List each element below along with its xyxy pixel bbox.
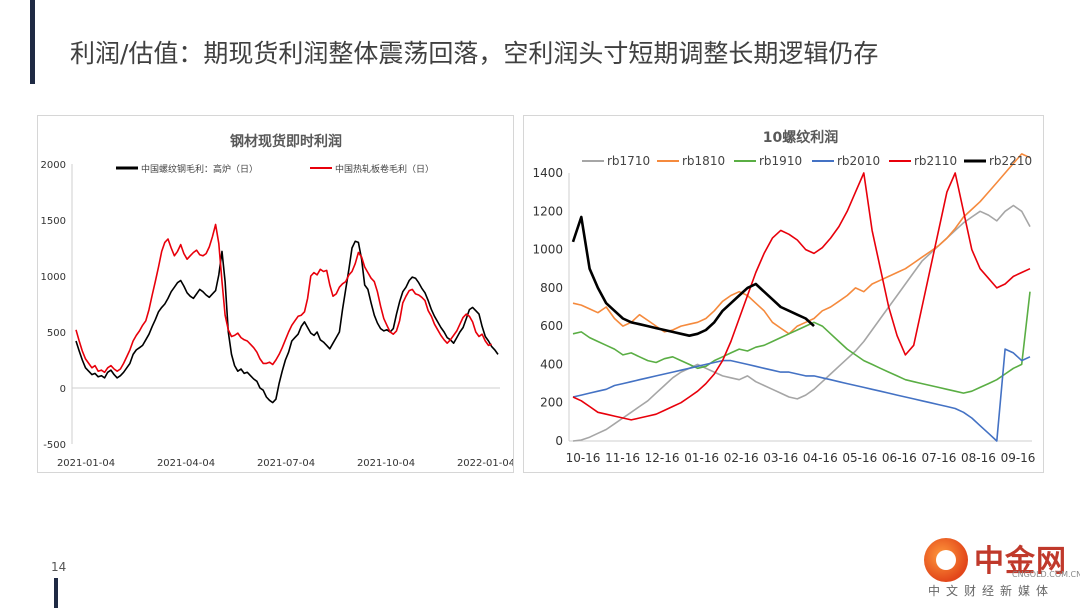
series-line-rb1710 (572, 204, 1031, 442)
y-tick-label: 0 (60, 384, 66, 395)
x-tick-label: 02-16 (724, 451, 759, 465)
logo-name: 中金网 (974, 544, 1067, 579)
x-tick-label: 11-16 (605, 451, 640, 465)
y-tick-label: 500 (47, 328, 66, 339)
chart-right: 10螺纹利润 1400 1200 1000 800 600 400 200 010-16 11-1… (532, 129, 1036, 465)
series-line-rb2110 (572, 172, 1031, 421)
x-tick-label: 07-16 (921, 451, 956, 465)
x-tick-label: 2021-01-04 (57, 458, 115, 469)
x-tick-label: 01-16 (684, 451, 719, 465)
y-tick-label: 400 (540, 357, 563, 371)
legend-label: rb2110 (914, 154, 957, 168)
x-tick-label: 04-16 (803, 451, 838, 465)
y-tick-label: 1000 (41, 272, 66, 283)
chart-panel-right: 10螺纹利润 1400 1200 1000 800 600 400 200 0 10-16 11-1… (523, 115, 1044, 473)
series-line-rb1810 (572, 153, 1031, 335)
x-tick-label: 10-16 (566, 451, 601, 465)
series-line-rb2210 (571, 215, 815, 337)
logo-icon (924, 538, 968, 582)
title-accent-bar (30, 0, 35, 84)
x-tick-label: 06-16 (882, 451, 917, 465)
series-line-中国热轧板卷毛利（日） (75, 223, 492, 374)
slide-title: 利润/估值：期现货利润整体震荡回落，空利润头寸短期调整长期逻辑仍存 (70, 39, 879, 68)
legend-label: 中国热轧板卷毛利（日） (335, 163, 434, 175)
y-tick-label: 1500 (41, 216, 66, 227)
legend-label: rb2210 (989, 154, 1032, 168)
y-tick-label: 1400 (532, 166, 563, 180)
y-tick-label: 800 (540, 281, 563, 295)
logo-domain: CNGOLD.COM.CN (1012, 570, 1080, 579)
x-tick-label: 12-16 (645, 451, 680, 465)
legend-label: 中国螺纹钢毛利：高炉（日） (141, 163, 258, 175)
legend-label: rb1910 (759, 154, 802, 168)
x-tick-label: 08-16 (961, 451, 996, 465)
x-tick-label: 05-16 (842, 451, 877, 465)
y-tick-label: 2000 (41, 160, 66, 171)
chart-panel-left: 钢材现货即时利润 2000 1500 1000 500 0 -500 2021-01-04 20… (37, 115, 514, 473)
page-number: 14 (51, 560, 67, 574)
series-line-rb1910 (572, 291, 1031, 394)
y-tick-label: 1200 (532, 204, 563, 218)
series-line-rb2010 (572, 348, 1031, 442)
y-tick-label: -500 (43, 440, 66, 451)
chart-left: 钢材现货即时利润 2000 1500 1000 500 0 -500 2021-01-04 20… (41, 133, 513, 469)
logo-tagline: 中文财经新媒体 (928, 584, 1055, 598)
chart-title: 钢材现货即时利润 (230, 133, 342, 150)
legend-label: rb2010 (837, 154, 880, 168)
chart-title: 10螺纹利润 (763, 129, 838, 146)
y-tick-label: 600 (540, 319, 563, 333)
legend-label: rb1710 (607, 154, 650, 168)
x-tick-label: 2021-07-04 (257, 458, 315, 469)
legend-label: rb1810 (682, 154, 725, 168)
y-tick-label: 0 (555, 434, 563, 448)
x-tick-label: 2021-04-04 (157, 458, 215, 469)
footer-accent-bar (54, 578, 58, 608)
x-tick-label: 03-16 (763, 451, 798, 465)
x-tick-label: 09-16 (1001, 451, 1036, 465)
x-tick-label: 2021-10-04 (357, 458, 415, 469)
x-tick-label: 2022-01-04 (457, 458, 513, 469)
brand-logo: 中金网 CNGOLD.COM.CN 中文财经新媒体 (924, 532, 1080, 604)
y-tick-label: 200 (540, 396, 563, 410)
series-line-中国螺纹钢毛利：高炉（日） (75, 240, 499, 404)
y-tick-label: 1000 (532, 243, 563, 257)
